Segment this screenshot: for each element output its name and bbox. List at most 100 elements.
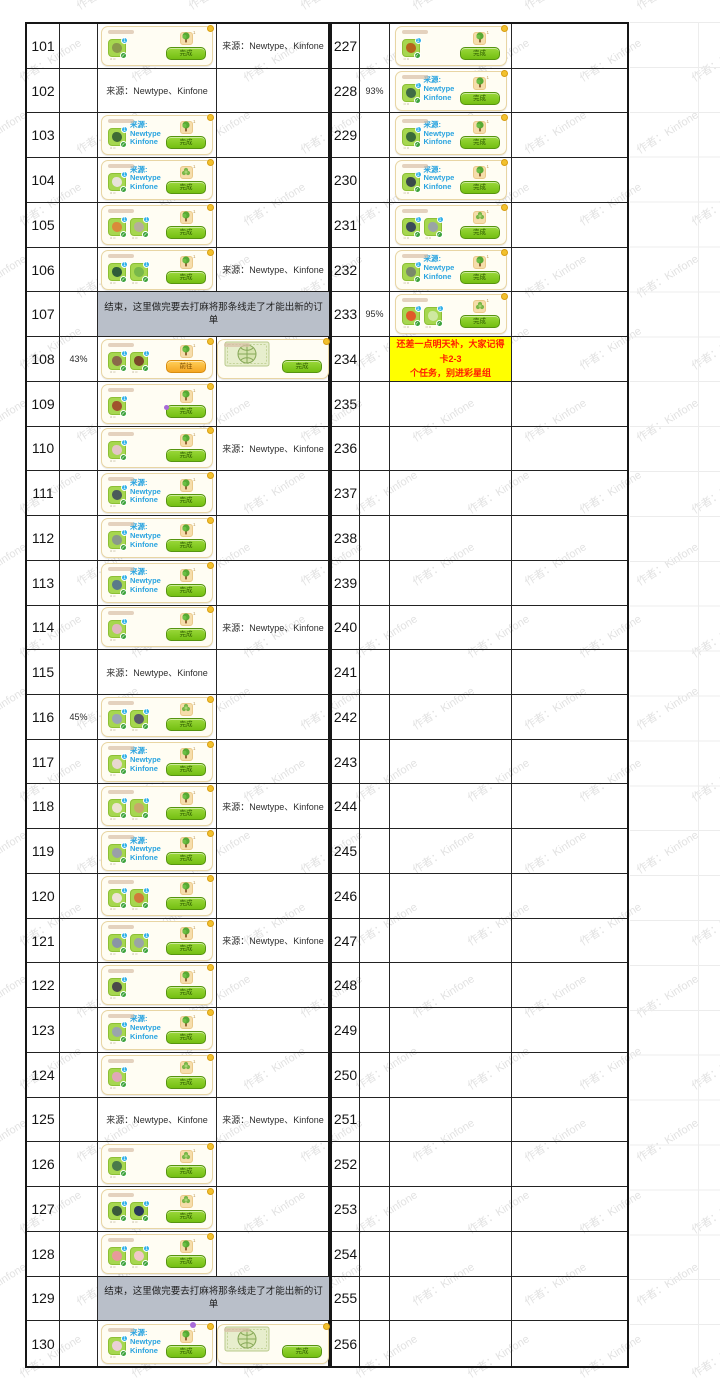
empty-cell[interactable]	[512, 650, 627, 695]
empty-cell[interactable]	[512, 561, 627, 606]
percent-cell[interactable]	[360, 1052, 390, 1098]
note-gray-cell[interactable]: 结束，这里做完要去打麻将那条线走了才能出新的订单	[98, 1276, 329, 1322]
percent-cell[interactable]	[60, 516, 98, 561]
row-number-cell[interactable]: 117	[27, 739, 60, 785]
row-number-cell[interactable]: 254	[332, 1231, 360, 1277]
row-number-cell[interactable]: 123	[27, 1008, 60, 1053]
complete-button[interactable]: 完成	[166, 1165, 206, 1179]
source-text-cell[interactable]: 来源：Newtype、Kinfone	[98, 1097, 217, 1143]
task-card[interactable]: 1 ✓ oo 来源: Newtype Kinfone 1 完成	[394, 159, 508, 201]
empty-cell[interactable]	[390, 605, 512, 651]
percent-cell[interactable]	[60, 1008, 98, 1053]
empty-cell[interactable]	[217, 69, 329, 114]
percent-cell[interactable]	[360, 247, 390, 293]
percent-cell[interactable]	[60, 829, 98, 874]
complete-button[interactable]: 完成	[282, 359, 322, 373]
empty-cell[interactable]	[512, 516, 627, 561]
empty-cell[interactable]	[512, 740, 627, 785]
task-cell[interactable]: 1 ✓ oo 1 ✓ oo 1 完成	[98, 247, 217, 293]
percent-cell[interactable]	[60, 1231, 98, 1277]
complete-button[interactable]: 完成	[282, 1344, 322, 1358]
complete-button[interactable]: 完成	[166, 538, 206, 552]
complete-button[interactable]: 完成	[459, 225, 500, 239]
task-cell[interactable]: 1 ✓ oo 来源: Newtype Kinfone 1 完成	[98, 829, 217, 874]
source-text-cell[interactable]: 来源：Newtype、Kinfone	[217, 427, 329, 472]
row-number-cell[interactable]: 255	[332, 1276, 360, 1322]
percent-cell[interactable]	[60, 1321, 98, 1366]
banknote-card[interactable]: 完成	[217, 1322, 330, 1364]
percent-cell[interactable]	[60, 68, 98, 114]
empty-cell[interactable]	[217, 1142, 329, 1188]
complete-button[interactable]: 完成	[166, 494, 206, 508]
task-card[interactable]: 1 ✓ oo 来源: Newtype Kinfone 1 完成	[394, 69, 508, 111]
task-cell[interactable]: 1 ✓ oo 1 ✓ oo 1 完成	[98, 695, 217, 740]
row-number-cell[interactable]: 126	[27, 1142, 60, 1188]
row-number-cell[interactable]: 118	[27, 784, 60, 830]
empty-cell[interactable]	[512, 113, 627, 159]
source-text-cell[interactable]: 来源：Newtype、Kinfone	[217, 919, 329, 964]
task-card[interactable]: 1 ✓ oo 1 ✓ oo 1 完成	[101, 874, 214, 916]
complete-button[interactable]: 完成	[166, 225, 206, 239]
percent-cell[interactable]	[360, 1187, 390, 1232]
task-cell[interactable]: 1 ✓ oo 1 ✓ oo 1 完成	[98, 873, 217, 919]
task-cell[interactable]: 完成	[217, 1321, 330, 1366]
task-card[interactable]: 1 ✓ oo 1 完成	[101, 382, 214, 424]
empty-cell[interactable]	[217, 695, 329, 740]
complete-button[interactable]: 完成	[459, 315, 500, 329]
empty-cell[interactable]	[512, 203, 627, 248]
complete-button[interactable]: 完成	[459, 181, 500, 195]
row-number-cell[interactable]: 235	[332, 381, 360, 427]
complete-button[interactable]: 完成	[166, 896, 206, 910]
task-card[interactable]: 1 ✓ oo 1 完成	[101, 427, 214, 469]
complete-button[interactable]: 完成	[166, 941, 206, 955]
percent-cell[interactable]	[360, 202, 390, 248]
row-number-cell[interactable]: 249	[332, 1008, 360, 1053]
empty-cell[interactable]	[512, 248, 627, 293]
percent-cell[interactable]: 95%	[360, 292, 390, 338]
empty-cell[interactable]	[217, 1053, 329, 1098]
complete-button[interactable]: 完成	[166, 583, 206, 597]
empty-cell[interactable]	[512, 1053, 627, 1098]
empty-cell[interactable]	[390, 650, 512, 695]
complete-button[interactable]: 完成	[166, 717, 206, 731]
row-number-cell[interactable]: 107	[27, 292, 60, 338]
row-number-cell[interactable]: 234	[332, 337, 360, 382]
task-cell[interactable]: 1 ✓ oo 1 ✓ oo 1 完成	[390, 292, 512, 338]
task-cell[interactable]: 1 ✓ oo 来源: Newtype Kinfone 1 完成	[98, 158, 217, 203]
row-number-cell[interactable]: 114	[27, 605, 60, 651]
empty-cell[interactable]	[512, 1008, 627, 1053]
empty-cell[interactable]	[217, 113, 329, 159]
task-cell[interactable]: 1 ✓ oo 来源: Newtype Kinfone 1 完成	[390, 113, 512, 159]
task-card[interactable]: 1 ✓ oo 来源: Newtype Kinfone 1 完成	[101, 114, 214, 156]
empty-cell[interactable]	[390, 471, 512, 517]
complete-button[interactable]: 完成	[166, 136, 206, 150]
empty-cell[interactable]	[512, 919, 627, 964]
row-number-cell[interactable]: 231	[332, 202, 360, 248]
row-number-cell[interactable]: 246	[332, 873, 360, 919]
source-text-cell[interactable]: 来源：Newtype、Kinfone	[98, 650, 217, 695]
percent-cell[interactable]	[360, 918, 390, 964]
task-card[interactable]: 1 ✓ oo 1 ✓ oo 1 完成	[101, 919, 214, 961]
percent-cell[interactable]	[360, 1142, 390, 1188]
task-cell[interactable]: 1 ✓ oo 来源: Newtype Kinfone 1 完成	[98, 1008, 217, 1053]
row-number-cell[interactable]: 251	[332, 1097, 360, 1143]
row-number-cell[interactable]: 233	[332, 292, 360, 338]
task-card[interactable]: 1 ✓ oo 1 完成	[101, 964, 214, 1006]
percent-cell[interactable]	[60, 471, 98, 517]
empty-cell[interactable]	[512, 829, 627, 874]
empty-cell[interactable]	[390, 1052, 512, 1098]
percent-cell[interactable]	[360, 1097, 390, 1143]
task-cell[interactable]: 1 ✓ oo 1 完成	[98, 426, 217, 472]
empty-cell[interactable]	[217, 382, 329, 427]
empty-cell[interactable]	[217, 874, 329, 919]
empty-cell[interactable]	[390, 963, 512, 1009]
row-number-cell[interactable]: 101	[27, 24, 60, 69]
source-text-cell[interactable]: 来源：Newtype、Kinfone	[217, 248, 329, 293]
percent-cell[interactable]	[360, 784, 390, 830]
empty-cell[interactable]	[512, 606, 627, 651]
percent-cell[interactable]	[60, 560, 98, 606]
source-text-cell[interactable]: 来源：Newtype、Kinfone	[217, 1098, 329, 1143]
empty-cell[interactable]	[512, 427, 627, 472]
row-number-cell[interactable]: 125	[27, 1097, 60, 1143]
empty-cell[interactable]	[390, 695, 512, 740]
